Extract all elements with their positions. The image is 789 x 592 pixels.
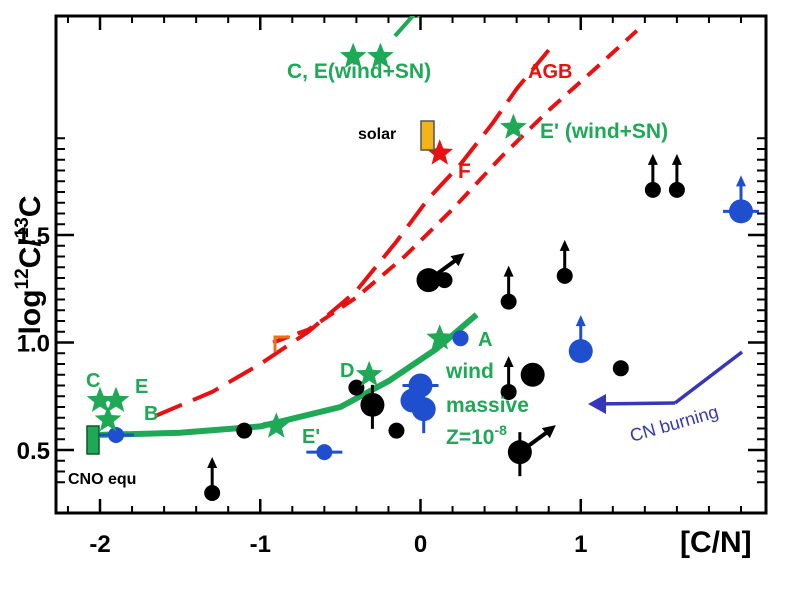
data-point <box>729 199 753 224</box>
ylabel-sup2: 13 <box>12 217 33 238</box>
top-green-arrow <box>393 16 416 38</box>
data-point <box>108 426 125 443</box>
data-point <box>568 339 593 364</box>
data-point <box>500 293 517 310</box>
y-axis-title: log12C/13C <box>12 196 47 335</box>
data-point <box>348 379 365 396</box>
model-curve <box>99 312 479 438</box>
diag-arrow-head <box>450 253 465 267</box>
y-tick-label: 1.5 <box>17 223 50 250</box>
x-tick-label: -1 <box>250 531 271 558</box>
a-label: A <box>478 329 492 351</box>
data-point <box>316 444 333 461</box>
model-star <box>426 324 453 350</box>
d-label: D <box>340 360 354 382</box>
model-star <box>367 42 394 68</box>
solar-bar <box>420 120 435 151</box>
data-point <box>236 422 253 439</box>
model-star <box>426 139 453 165</box>
y-tick-label: 1.0 <box>17 331 50 358</box>
data-point <box>411 397 436 422</box>
model-star <box>94 405 122 432</box>
data-point <box>520 362 545 387</box>
limit-arrow-head <box>575 315 586 327</box>
f-label: F <box>458 160 471 183</box>
e-label: E <box>135 376 148 398</box>
top-green-arrow-head <box>416 16 420 18</box>
agb-label: AGB <box>528 61 572 83</box>
z-value: Z=10 <box>446 426 494 449</box>
axes: -2 -1 0 1 0.5 1.0 1.5 <box>17 16 766 558</box>
e-prime-label: E' <box>302 426 320 448</box>
cno-equ-bar <box>86 425 100 455</box>
model-star <box>339 42 367 68</box>
cn-burning-label: CN burning <box>628 402 721 446</box>
limit-arrow-head <box>647 153 658 165</box>
x-axis-title: [C/N] <box>680 526 752 559</box>
data-point <box>416 268 441 293</box>
data-point <box>436 272 453 289</box>
e-prime-wind-sn-label: E' (wind+SN) <box>540 120 668 143</box>
cno-equ-label: CNO equ <box>68 471 136 488</box>
limit-arrow-head <box>207 457 218 468</box>
data-point <box>556 267 573 284</box>
limit-arrow-head <box>736 175 746 187</box>
data-point <box>204 485 221 501</box>
data-point <box>500 383 517 400</box>
data-point <box>360 392 385 417</box>
model-star <box>355 360 383 387</box>
model-star <box>500 113 527 139</box>
model-curves <box>99 29 639 438</box>
ylabel-sup1: 12 <box>12 268 33 289</box>
model-star <box>263 412 290 438</box>
limit-arrow-head <box>559 239 570 251</box>
agb-start-marker <box>273 335 290 352</box>
extra-marks <box>86 16 744 455</box>
cn-burning-arrow-shaft <box>673 350 744 405</box>
solar-label: solar <box>358 126 396 143</box>
c-e-wind-sn-label: C, E(wind+SN) <box>287 60 431 83</box>
plot-frame <box>54 14 768 515</box>
ylabel-suffix: C <box>14 196 47 218</box>
x-tick-label: -2 <box>89 531 110 558</box>
model-stars <box>86 42 527 438</box>
limit-arrow-head <box>503 265 514 277</box>
model-star <box>102 386 130 412</box>
z-exponent: -8 <box>494 422 507 438</box>
model-curve <box>155 48 551 418</box>
ylabel-prefix: log <box>14 289 47 334</box>
ylabel-mid: C/ <box>14 238 47 269</box>
data-point <box>612 360 629 377</box>
limit-arrow-head <box>671 153 682 165</box>
data-point <box>452 330 469 347</box>
massive-label: massive <box>446 394 529 417</box>
data-point <box>668 181 685 198</box>
x-tick-label: 1 <box>574 531 587 558</box>
limit-arrow-head <box>503 355 514 367</box>
model-star <box>86 386 114 412</box>
diag-arrow-head <box>541 425 556 439</box>
wind-label: wind <box>445 360 494 383</box>
x-tick-label: 0 <box>414 531 427 558</box>
z-label: Z=10-8 <box>446 422 507 449</box>
b-label: B <box>144 403 158 425</box>
model-curve <box>272 29 639 345</box>
data-point <box>507 440 532 465</box>
observations <box>98 153 759 501</box>
data-point <box>388 422 405 439</box>
data-point <box>644 181 661 198</box>
cn-burning-arrow-head <box>588 394 606 414</box>
c-label: C <box>86 370 100 392</box>
y-tick-label: 0.5 <box>17 438 50 465</box>
